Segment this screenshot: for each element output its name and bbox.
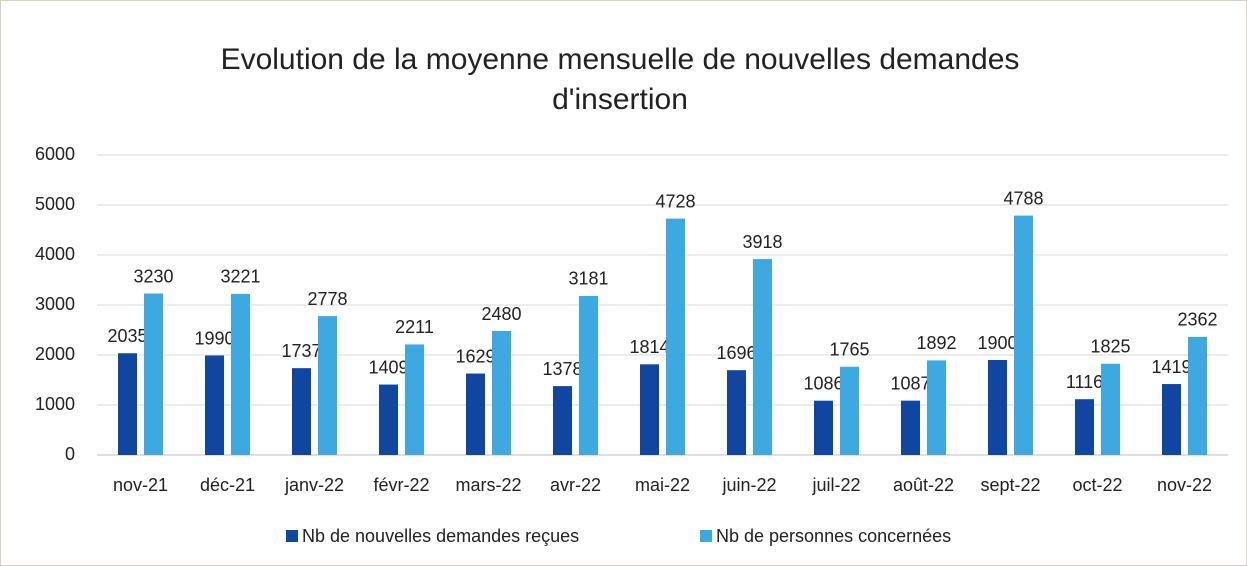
- data-label: 2778: [307, 289, 347, 309]
- data-label: 2480: [481, 304, 521, 324]
- data-label: 1419: [1151, 357, 1191, 377]
- y-tick-label: 0: [65, 444, 75, 464]
- x-tick-label: oct-22: [1072, 475, 1122, 495]
- data-label: 1892: [916, 333, 956, 353]
- data-label: 1900: [977, 333, 1017, 353]
- y-tick-label: 5000: [35, 194, 75, 214]
- legend-swatch: [286, 530, 298, 542]
- data-label: 3221: [220, 267, 260, 287]
- data-label: 1378: [542, 359, 582, 379]
- bar: [1014, 215, 1033, 455]
- bar: [1162, 384, 1181, 455]
- x-tick-label: août-22: [893, 475, 954, 495]
- data-label: 1629: [455, 346, 495, 366]
- data-label: 1409: [368, 357, 408, 377]
- x-tick-label: déc-21: [200, 475, 255, 495]
- bar: [1188, 336, 1207, 455]
- bar: [840, 366, 859, 455]
- data-label: 1990: [194, 328, 234, 348]
- bar: [579, 295, 598, 455]
- x-tick-label: janv-22: [284, 475, 344, 495]
- x-tick-label: févr-22: [373, 475, 429, 495]
- bar: [727, 370, 746, 455]
- bar: [379, 384, 398, 455]
- bar: [231, 293, 250, 455]
- legend-label: Nb de nouvelles demandes reçues: [302, 526, 579, 546]
- bar: [753, 259, 772, 455]
- y-tick-label: 2000: [35, 344, 75, 364]
- x-tick-label: mai-22: [635, 475, 690, 495]
- data-label: 1116: [1066, 372, 1103, 392]
- y-tick-label: 3000: [35, 294, 75, 314]
- bar: [901, 400, 920, 455]
- data-label: 1814: [629, 337, 669, 357]
- data-label: 3230: [133, 266, 173, 286]
- data-label: 2211: [395, 317, 434, 337]
- data-label: 2362: [1177, 310, 1217, 330]
- bar: [118, 353, 137, 455]
- bar: [318, 316, 337, 455]
- x-tick-label: juin-22: [721, 475, 776, 495]
- legend-label: Nb de personnes concernées: [716, 526, 951, 546]
- x-tick-label: sept-22: [980, 475, 1040, 495]
- bar: [666, 218, 685, 455]
- data-label: 1087: [890, 373, 930, 393]
- chart-title: Evolution de la moyenne mensuelle de nou…: [220, 43, 1020, 116]
- x-tick-label: nov-22: [1157, 475, 1212, 495]
- y-tick-label: 6000: [35, 144, 75, 164]
- x-tick-label: juil-22: [811, 475, 860, 495]
- bar: [553, 386, 572, 455]
- x-tick-label: mars-22: [455, 475, 521, 495]
- bar: [205, 355, 224, 455]
- data-label: 3181: [568, 269, 608, 289]
- bar: [814, 400, 833, 455]
- x-tick-label: avr-22: [550, 475, 601, 495]
- bar: [1101, 363, 1120, 455]
- data-label: 4728: [655, 191, 695, 211]
- bar: [405, 344, 424, 455]
- bar: [640, 364, 659, 455]
- bar: [492, 331, 511, 455]
- data-label: 1086: [803, 373, 843, 393]
- data-label: 2035: [107, 326, 147, 346]
- bar: [927, 360, 946, 455]
- bar: [466, 373, 485, 455]
- y-tick-label: 4000: [35, 244, 75, 264]
- bar: [144, 293, 163, 455]
- data-label: 1825: [1090, 337, 1130, 357]
- data-label: 1737: [281, 341, 321, 361]
- bar: [1075, 399, 1094, 455]
- legend-swatch: [700, 530, 712, 542]
- bar: [988, 360, 1007, 455]
- y-tick-label: 1000: [35, 394, 75, 414]
- x-tick-label: nov-21: [113, 475, 168, 495]
- data-label: 1765: [829, 340, 869, 360]
- data-label: 3918: [742, 232, 782, 252]
- data-label: 1696: [716, 343, 756, 363]
- data-label: 4788: [1003, 188, 1043, 208]
- bar: [292, 368, 311, 455]
